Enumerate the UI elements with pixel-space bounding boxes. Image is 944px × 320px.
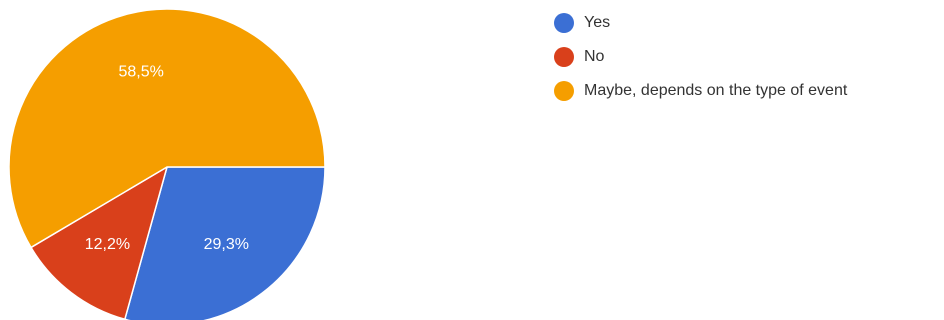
legend-label: No [584,48,605,65]
legend-item-no[interactable]: No [554,40,847,74]
pie-slice-maybe-depends-on-the-type-of-event [8,8,326,249]
pie-slice-yes [123,166,326,320]
pie-slices [8,8,326,320]
slice-label-yes: 29,3% [204,236,249,253]
legend-swatch-icon [554,13,574,33]
legend-swatch-icon [554,81,574,101]
slice-label-maybe-depends-on-the-type-of-event: 58,5% [119,64,164,81]
pie-slice-no [29,165,169,320]
legend-item-maybe-depends-on-the-type-of-event[interactable]: Maybe, depends on the type of event [554,74,847,108]
pie-slice-labels: 29,3% 12,2% 58,5% [85,64,249,254]
legend-item-yes[interactable]: Yes [554,6,847,40]
legend-swatch-icon [554,47,574,67]
slice-label-no: 12,2% [85,236,130,253]
legend-label: Yes [584,14,611,31]
chart-legend: Yes No Maybe, depends on the type of event [554,6,847,108]
legend-label: Maybe, depends on the type of event [584,82,848,99]
